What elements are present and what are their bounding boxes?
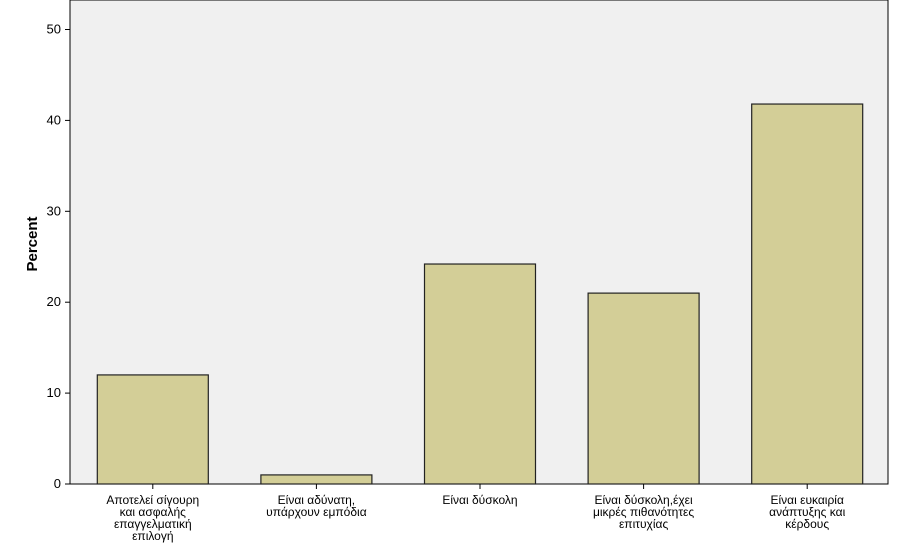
category-label: και ασφαλής	[120, 505, 187, 519]
bar	[423, 263, 537, 485]
bar	[96, 374, 209, 485]
y-tick-label: 0	[54, 476, 61, 491]
y-axis-label: Percent	[24, 216, 41, 271]
category-label: Αποτελεί σίγουρη	[106, 493, 199, 507]
category-label: μικρές πιθανότητες	[593, 505, 694, 519]
category-label: ανάπτυξης και	[769, 505, 845, 519]
category-label: Είναι δύσκολη	[442, 493, 517, 507]
y-tick-label: 20	[47, 294, 61, 309]
category-label: κέρδους	[785, 517, 829, 531]
category-label: επιτυχίας	[619, 517, 669, 531]
y-axis: 0 10 20 30 40 50	[47, 22, 70, 491]
y-tick-label: 50	[47, 22, 61, 37]
category-label: Είναι αδύνατη,	[278, 493, 355, 507]
category-label: Είναι δύσκολη,έχει	[594, 493, 693, 507]
category-label: υπάρχουν εμπόδια	[266, 505, 367, 519]
category-label: επιλογή	[132, 529, 173, 543]
bar	[587, 292, 700, 485]
bar	[751, 103, 864, 485]
y-tick-label: 40	[47, 112, 61, 127]
category-label: Είναι ευκαιρία	[770, 493, 843, 507]
y-tick-label: 10	[47, 385, 61, 400]
y-tick-label: 30	[47, 203, 61, 218]
bar	[260, 474, 373, 485]
category-label: επαγγελματική	[114, 517, 192, 531]
